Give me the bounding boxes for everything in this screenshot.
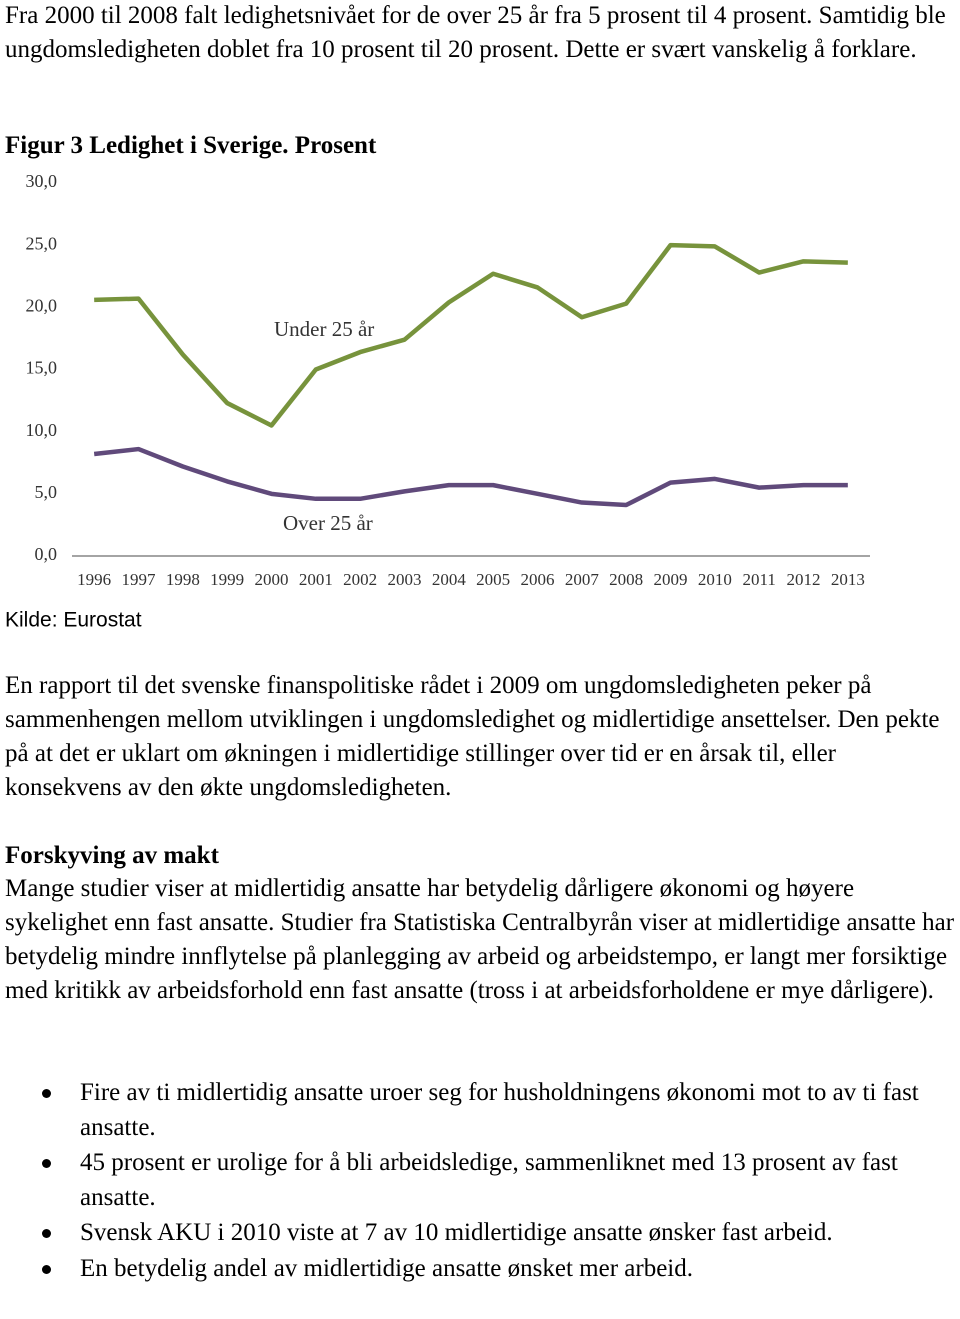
x-tick-label: 2001 (299, 570, 333, 589)
x-tick-label: 2004 (432, 570, 467, 589)
bullet: En betydelig andel av midlertidige ansat… (42, 1252, 950, 1287)
x-tick-label: 1997 (122, 570, 157, 589)
bullet: Fire av ti midlertidig ansatte uroer seg… (42, 1076, 950, 1145)
series-label: Over 25 år (283, 511, 373, 535)
y-tick-label: 15,0 (26, 358, 58, 378)
x-tick-label: 2006 (521, 570, 555, 589)
series-line (94, 242, 848, 428)
bullet: 45 prosent er urolige for å bli arbeidsl… (42, 1146, 950, 1215)
x-tick-label: 2002 (343, 570, 377, 589)
x-tick-label: 2008 (609, 570, 643, 589)
bullet: Svensk AKU i 2010 viste at 7 av 10 midle… (42, 1216, 950, 1251)
y-tick-label: 20,0 (26, 295, 58, 315)
x-tick-label: 2000 (255, 570, 289, 589)
y-tick-label: 30,0 (26, 171, 58, 191)
x-tick-label: 2010 (698, 570, 732, 589)
figure-caption: Figur 3 Ledighet i Sverige. Prosent (5, 132, 377, 159)
y-tick-label: 25,0 (26, 233, 58, 253)
x-tick-label: 2007 (565, 570, 600, 589)
x-tick-label: 1998 (166, 570, 200, 589)
x-tick-label: 2005 (476, 570, 510, 589)
chart: Kilde: Eurostat 0,0 5,0 10,0 15,0 20,0 25,0 30… (5, 171, 870, 632)
x-tick-label: 2009 (654, 570, 688, 589)
y-tick-label: 10,0 (26, 420, 58, 440)
section-paragraph: Mange studier viser at midlertidig ansat… (5, 875, 955, 1004)
section-heading: Forskyving av makt (5, 842, 219, 869)
series-line (93, 446, 848, 508)
y-tick-label: 5,0 (35, 482, 58, 502)
x-tick-label: 1999 (210, 570, 244, 589)
x-tick-label: 2013 (831, 570, 865, 589)
x-tick-label: 2012 (787, 570, 821, 589)
y-tick-label: 0,0 (35, 544, 58, 564)
paragraph: En rapport til det svenske finanspolitis… (5, 672, 940, 801)
intro-text: Fra 2000 til 2008 falt ledighetsnivået f… (5, 2, 946, 63)
x-tick-label: 2003 (388, 570, 422, 589)
x-tick-label: 1996 (77, 570, 111, 589)
bullet-list: Fire av ti midlertidig ansatte uroer seg… (0, 1076, 950, 1287)
source: Kilde: Eurostat (5, 609, 142, 632)
series-label: Under 25 år (274, 317, 374, 341)
x-tick-label: 2011 (742, 570, 775, 589)
